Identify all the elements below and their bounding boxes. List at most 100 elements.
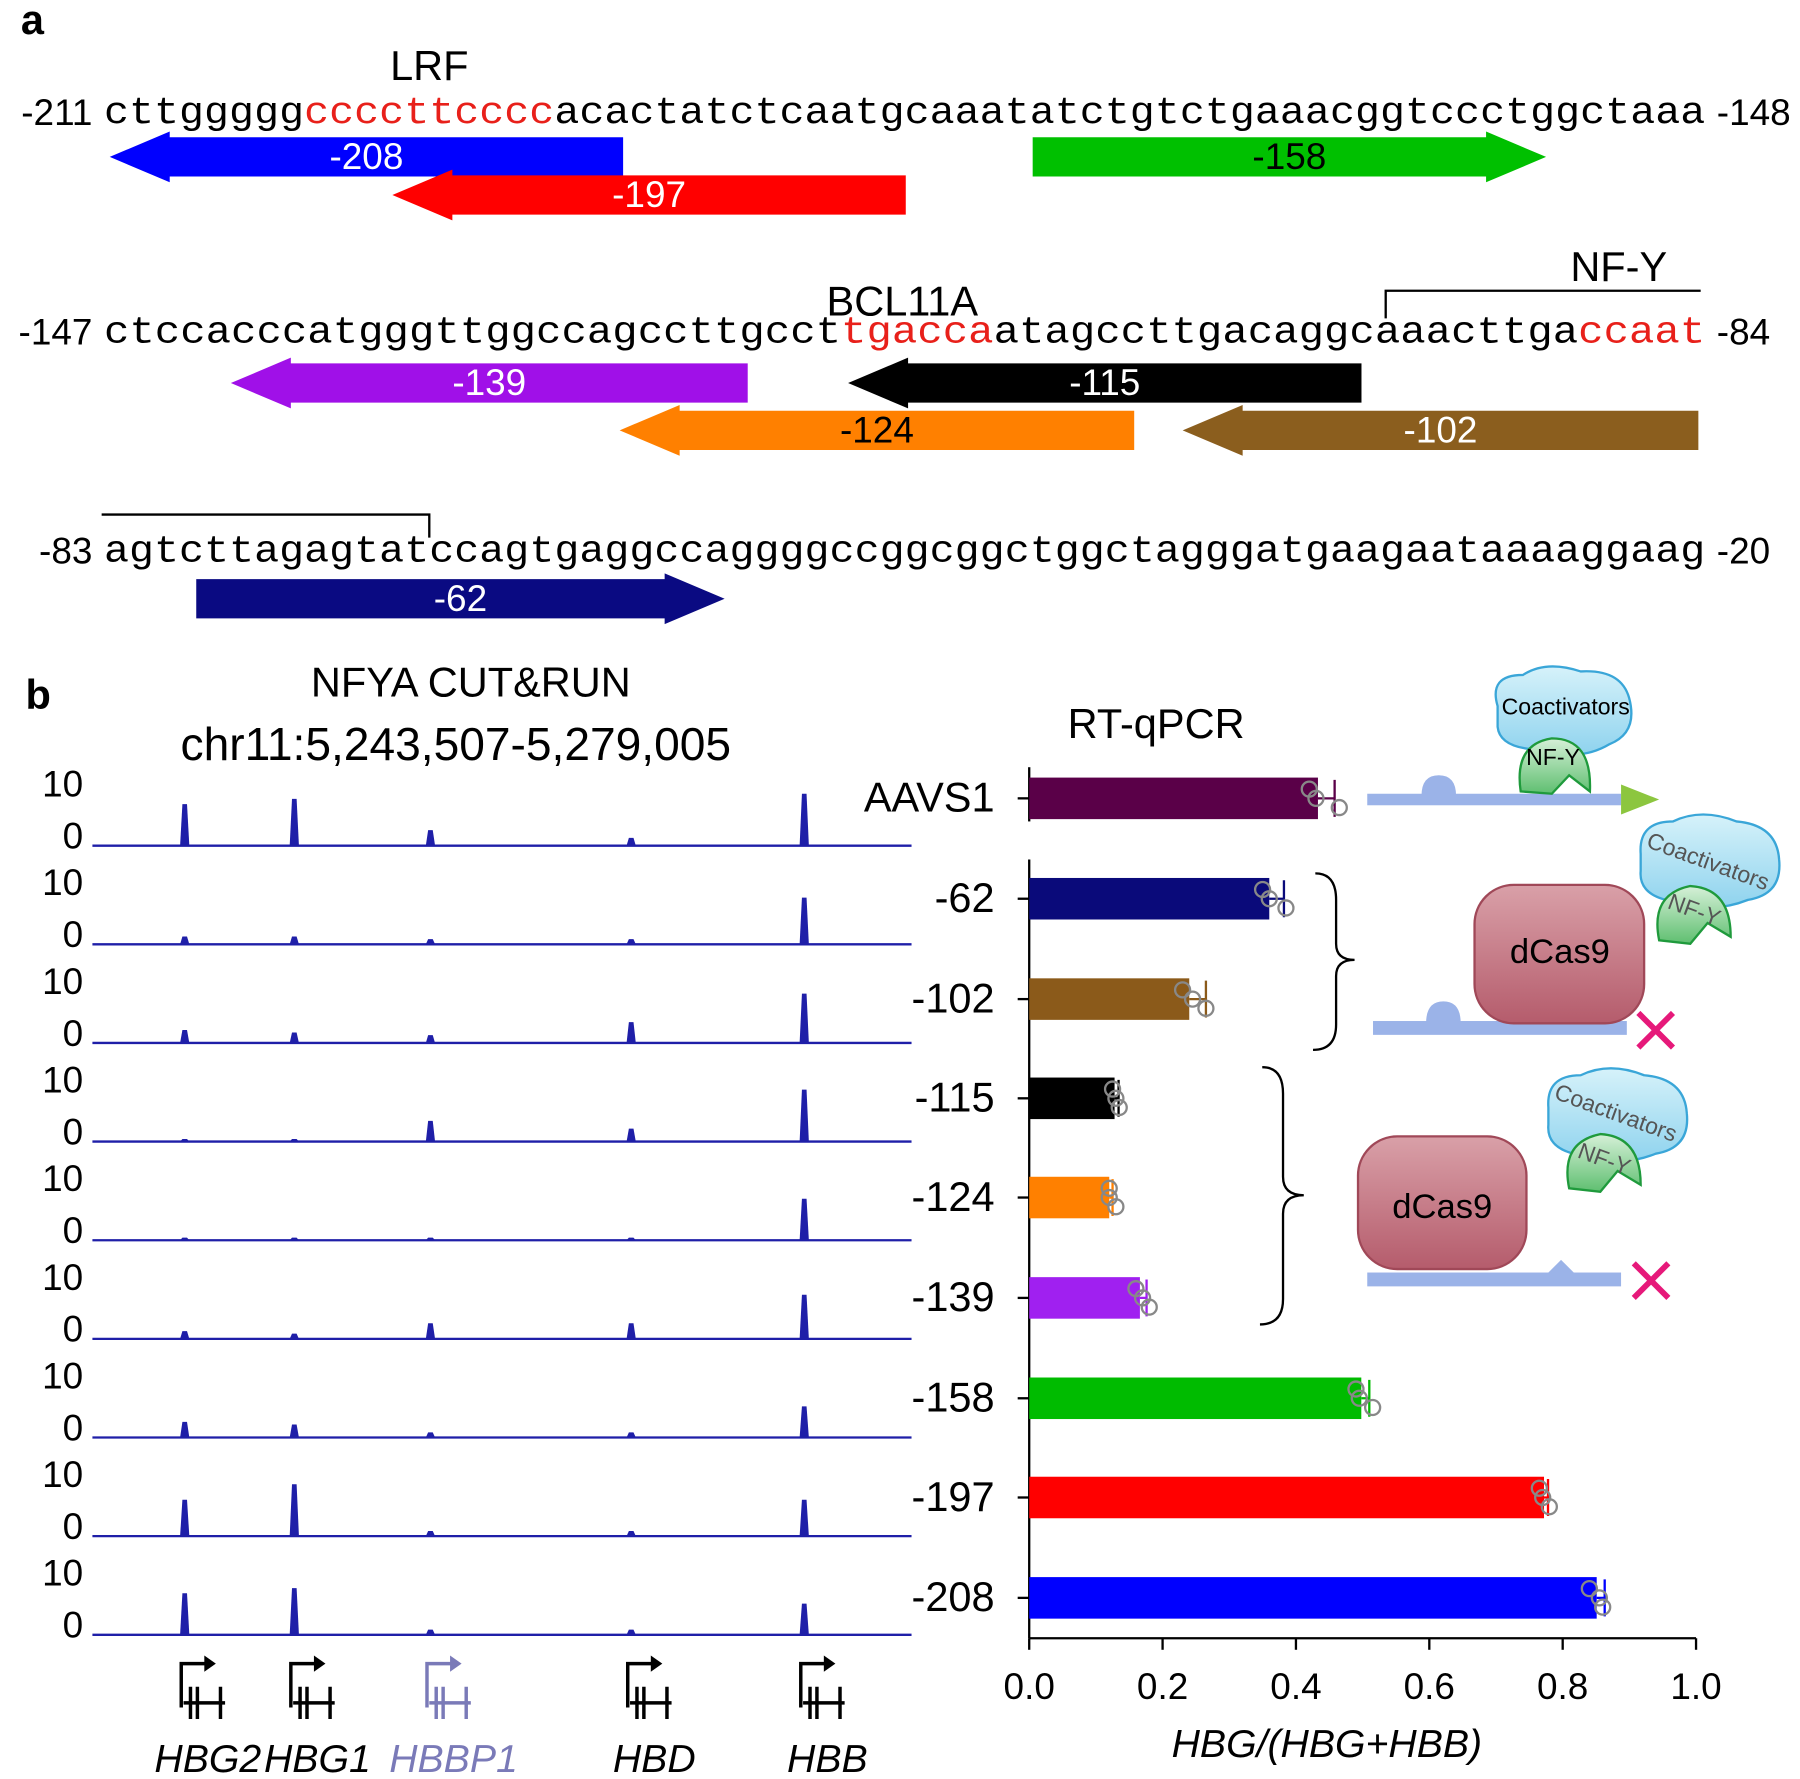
- replicate-point: [1103, 1080, 1122, 1098]
- replicate-point: [1347, 1380, 1365, 1398]
- gene-body: [803, 1686, 845, 1720]
- tss-arrow: [1621, 784, 1660, 815]
- coverage-peak: [425, 1432, 436, 1438]
- x-tick-label: 0.8: [1537, 1666, 1588, 1707]
- coverage-peak: [289, 798, 299, 846]
- gene-tss-head: [823, 1655, 836, 1672]
- position-end: -84: [1717, 311, 1770, 352]
- dna-bump: [1426, 1001, 1461, 1024]
- y-tick-label: 10: [42, 1553, 83, 1594]
- nf-y-label: NF-Y: [1526, 744, 1580, 770]
- coverage-peak: [425, 1629, 436, 1635]
- coverage-peak: [180, 1593, 190, 1635]
- schematic-blocked-2: dCas9 Coactivators NF-Y: [1259, 1066, 1689, 1326]
- error-bar: [1139, 1279, 1148, 1317]
- block-x: [1636, 1010, 1676, 1050]
- dcas9-label: dCas9: [1392, 1188, 1492, 1226]
- y-tick-label: 10: [42, 961, 83, 1002]
- y-tick-label: 0: [63, 1013, 84, 1054]
- coverage-peak: [180, 1237, 190, 1241]
- y-tick-label: 0: [63, 1407, 84, 1448]
- position-start: -147: [19, 311, 93, 352]
- schematic-active: Coactivators NF-Y: [1367, 665, 1660, 815]
- position-end: -20: [1717, 531, 1770, 572]
- gene-label: HBG1: [264, 1737, 371, 1779]
- coverage-peak: [626, 1022, 636, 1043]
- bar: [1029, 877, 1270, 920]
- y-tick-label: -62: [935, 874, 995, 921]
- replicate-point: [1590, 1589, 1609, 1607]
- coverage-peak: [799, 1198, 809, 1241]
- coverage-peak: [180, 936, 190, 945]
- coverage-peak: [289, 1237, 299, 1241]
- gene-tss: [179, 1661, 207, 1708]
- dna: [1367, 1272, 1622, 1287]
- y-tick-label: 0: [63, 815, 84, 856]
- gene-tss-head: [650, 1655, 663, 1672]
- coverage-peak: [425, 1237, 436, 1241]
- coverage-peak: [626, 1323, 636, 1339]
- dna-bump: [1546, 1259, 1577, 1275]
- coverage-peak: [289, 1484, 299, 1537]
- replicate-point: [1530, 1479, 1548, 1497]
- dcas9: [1356, 1135, 1528, 1271]
- nf-y: [1518, 737, 1592, 795]
- bar: [1029, 1176, 1110, 1219]
- error-bar: [1544, 1479, 1550, 1516]
- gene-tss-head: [313, 1655, 326, 1672]
- gene-tss: [425, 1661, 453, 1708]
- gene-body: [630, 1686, 672, 1720]
- sequence: agtcttagagtatccagtgaggccaggggccggcggctgg…: [104, 531, 1705, 574]
- coverage-peak: [425, 939, 436, 945]
- gene-tss: [289, 1661, 317, 1708]
- bar: [1029, 777, 1318, 820]
- coverage-peak: [180, 1138, 190, 1142]
- gene-tss-head: [204, 1655, 216, 1672]
- coverage-peak: [289, 1333, 299, 1339]
- y-tick-label: -115: [915, 1074, 995, 1121]
- coverage-peak: [799, 897, 809, 945]
- coverage-peak: [180, 1029, 190, 1043]
- replicate-point: [1277, 899, 1295, 917]
- y-tick-label: -124: [912, 1173, 995, 1220]
- coverage-peak: [425, 830, 436, 846]
- coverage-peak: [626, 1629, 636, 1635]
- sequence-segment: ccaat: [1578, 311, 1705, 354]
- coverage-peak: [626, 1237, 636, 1241]
- guide-label: -102: [1404, 409, 1478, 450]
- bar: [1029, 978, 1190, 1020]
- coverage-peak: [626, 939, 636, 945]
- guide-arrow: [196, 573, 725, 625]
- sequence-segment: ctccacccatgggttggccagccttgcct: [104, 311, 841, 354]
- replicate-point: [1107, 1198, 1125, 1216]
- x-tick-label: 0.2: [1137, 1666, 1188, 1707]
- coverage-peak: [626, 1128, 636, 1142]
- sequence-segment: tgacca: [841, 311, 994, 354]
- bar: [1029, 1577, 1597, 1619]
- coverage-peak: [799, 1294, 809, 1339]
- sequence-segment: cttggggg: [104, 92, 304, 135]
- block-x: [1631, 1261, 1671, 1300]
- sequence: cttggggg ccccttcccc acactatctcaatgcaaatatc…: [104, 92, 1705, 135]
- y-tick-label: 10: [42, 764, 83, 805]
- coverage-peak: [289, 936, 299, 945]
- bar: [1029, 1377, 1362, 1420]
- coverage-peak: [425, 1530, 436, 1537]
- gene-label: HBBP1: [389, 1737, 518, 1779]
- y-tick-label: -197: [912, 1473, 995, 1520]
- replicate-point: [1307, 789, 1325, 808]
- coactivators-label: Coactivators: [1502, 693, 1630, 719]
- panel-label: a: [21, 0, 45, 43]
- coverage-peak: [799, 993, 809, 1043]
- coverage-peak: [180, 804, 190, 846]
- sequence-segment: agtcttagagtatccagtgaggccaggggccggcggctgg…: [104, 531, 1705, 574]
- annotation: NF-Y: [1570, 243, 1667, 290]
- track-title: NFYA CUT&RUN: [311, 658, 631, 705]
- guide-label: -124: [840, 409, 914, 450]
- dna: [1367, 793, 1622, 806]
- y-tick-label: -139: [912, 1273, 995, 1320]
- y-tick-label: 10: [42, 1158, 83, 1199]
- x-tick-label: 0.0: [1004, 1666, 1055, 1707]
- y-tick-label: 10: [42, 1454, 83, 1495]
